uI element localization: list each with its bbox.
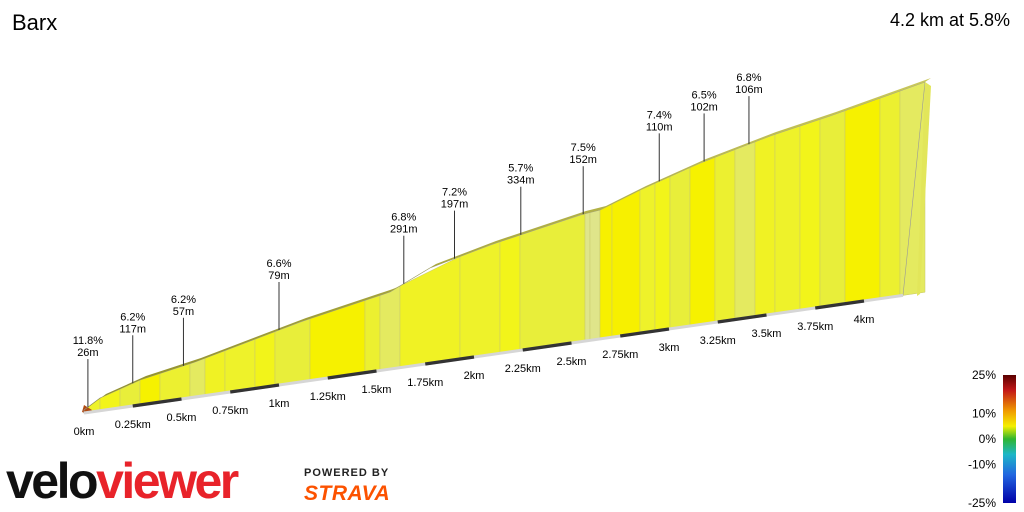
callout-gradient: 6.2% <box>120 311 145 323</box>
gradient-stripes <box>82 81 926 414</box>
scale-label: -10% <box>968 458 996 472</box>
distance-dash <box>815 299 865 310</box>
callout-length: 197m <box>441 199 469 211</box>
distance-tick-label: 0.5km <box>167 412 197 424</box>
distance-dash <box>717 313 767 324</box>
distance-tick-label: 3.75km <box>797 321 833 333</box>
callout-length: 26m <box>77 347 98 359</box>
distance-axis: 0km 0.25km 0.5km 0.75km 1km 1.25km 1.5km 1.75km… <box>74 314 875 438</box>
callout-gradient: 6.5% <box>692 89 717 101</box>
distance-tick-label: 2.25km <box>505 363 541 375</box>
callout-length: 334m <box>507 175 535 187</box>
gradient-stripe <box>519 213 586 351</box>
distance-dash <box>132 397 182 408</box>
gradient-stripe <box>254 331 276 389</box>
distance-tick-label: 3.5km <box>752 328 782 340</box>
callout-length: 117m <box>119 323 146 335</box>
gradient-stripe <box>459 241 501 360</box>
gradient-stripe <box>159 363 191 403</box>
strava-logo: STRAVA <box>304 482 391 505</box>
distance-tick-label: 1km <box>269 398 290 410</box>
callout-gradient: 11.8% <box>73 335 104 347</box>
gradient-stripe <box>654 176 671 332</box>
gradient-stripe <box>611 189 641 338</box>
distance-dash <box>425 355 475 366</box>
gradient-stripe <box>844 97 881 305</box>
distance-tick-label: 1.75km <box>407 377 443 389</box>
gradient-scale-labels: 25% 10% 0% -10% -25% <box>968 368 996 510</box>
distance-tick-label: 2.5km <box>557 356 587 368</box>
gradient-stripe <box>689 156 716 327</box>
gradient-stripe <box>364 294 381 373</box>
distance-tick-label: 0km <box>74 426 95 438</box>
gradient-stripe <box>379 285 401 371</box>
gradient-stripe <box>754 133 776 317</box>
callout-length: 291m <box>390 224 418 236</box>
distance-dashes <box>132 299 865 408</box>
scale-label: -25% <box>968 496 996 510</box>
distance-dash <box>327 369 377 380</box>
distance-tick-label: 2.75km <box>602 349 638 361</box>
gradient-stripe <box>879 90 901 299</box>
distance-tick-label: 3km <box>659 342 680 354</box>
callout-gradient: 7.2% <box>442 187 467 199</box>
distance-tick-label: 1.25km <box>310 391 346 403</box>
callout-length: 57m <box>173 306 194 318</box>
callout-gradient: 6.8% <box>391 212 416 224</box>
gradient-stripe <box>819 110 846 308</box>
segment-summary: 4.2 km at 5.8% <box>889 10 1010 30</box>
callout-gradient: 6.6% <box>266 258 291 270</box>
powered-by-label: POWERED BY <box>304 467 390 479</box>
callout-gradient: 5.7% <box>508 163 533 175</box>
gradient-stripe <box>799 118 821 311</box>
callout-length: 79m <box>268 270 289 282</box>
distance-tick-label: 0.25km <box>115 419 151 431</box>
callout-gradient: 7.5% <box>571 142 596 154</box>
scale-label: 10% <box>972 406 996 420</box>
distance-tick-label: 1.5km <box>362 384 392 396</box>
profile-end-face <box>917 82 931 296</box>
gradient-stripe <box>399 256 461 368</box>
svg-text:veloviewer: veloviewer <box>6 453 239 508</box>
scale-label: 25% <box>972 368 996 382</box>
gradient-stripe <box>589 209 601 341</box>
gradient-stripe <box>309 299 366 381</box>
callout-length: 110m <box>646 121 673 133</box>
gradient-stripe <box>599 203 613 340</box>
callout-gradient: 7.4% <box>647 109 672 121</box>
distance-dash <box>620 327 670 338</box>
distance-dash <box>522 341 572 352</box>
gradient-scale-bar <box>1003 375 1016 503</box>
gradient-stripe <box>189 357 206 399</box>
callout-length: 102m <box>690 101 718 113</box>
gradient-stripe <box>499 234 521 354</box>
distance-tick-label: 2km <box>464 370 485 382</box>
gradient-stripe <box>584 212 591 342</box>
gradient-callouts: 11.8%26m6.2%117m6.2%57m6.6%79m6.8%291m7.… <box>73 72 763 408</box>
gradient-color-scale: 25% 10% 0% -10% -25% <box>968 368 1016 510</box>
gradient-stripe <box>714 149 736 323</box>
callout-gradient: 6.8% <box>736 72 761 84</box>
callout-length: 152m <box>569 154 597 166</box>
veloviewer-logo: veloviewer <box>6 453 241 508</box>
distance-dash <box>230 383 280 394</box>
distance-tick-label: 0.75km <box>212 405 248 417</box>
distance-tick-label: 4km <box>854 314 875 326</box>
callout-gradient: 6.2% <box>171 294 196 306</box>
gradient-stripe <box>774 125 801 315</box>
distance-tick-label: 3.25km <box>700 335 736 347</box>
callout-length: 106m <box>735 84 763 96</box>
gradient-stripe <box>669 167 691 330</box>
segment-title: Barx <box>12 10 58 35</box>
gradient-stripe <box>734 141 756 320</box>
gradient-stripe <box>639 182 656 334</box>
scale-label: 0% <box>979 432 997 446</box>
